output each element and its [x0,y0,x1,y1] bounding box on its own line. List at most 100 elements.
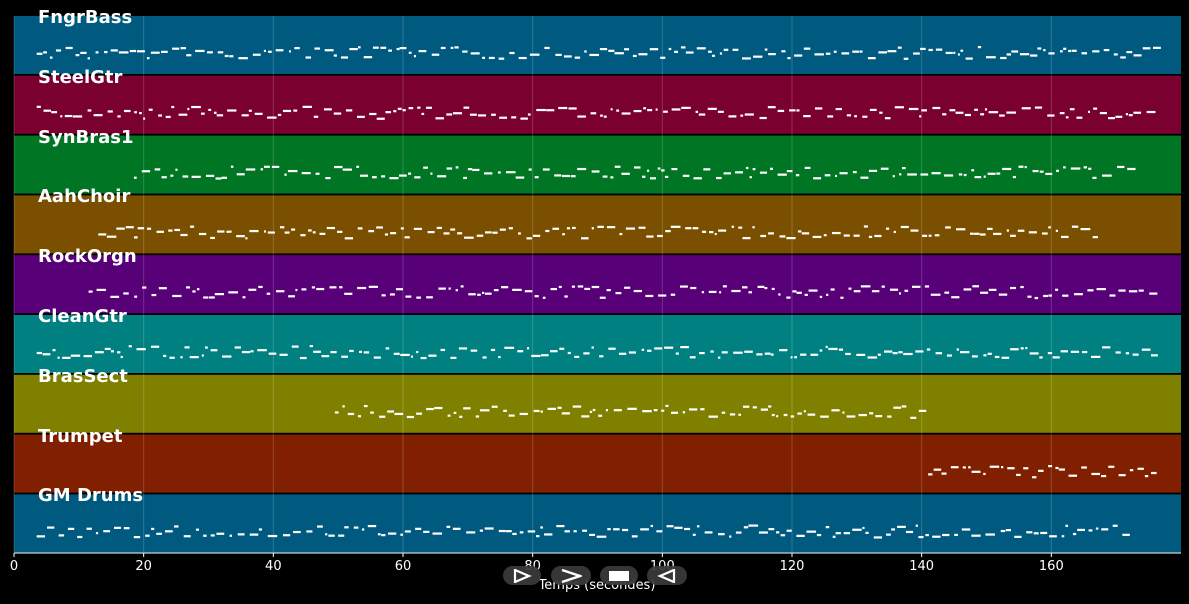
track-lane [14,16,1181,74]
note [1122,533,1130,536]
note [956,348,959,351]
rewind-button[interactable] [647,566,687,585]
note [459,415,463,418]
note [622,528,629,532]
note [795,174,800,177]
note [831,409,840,412]
note [951,296,960,299]
note [133,236,138,239]
note [1017,229,1025,232]
note [554,174,562,177]
note [168,229,173,232]
note [781,50,786,53]
note [1006,111,1016,114]
track-label: SynBras1 [38,126,134,148]
note [450,228,456,231]
note [833,50,837,53]
note [779,235,786,238]
note [180,233,188,237]
note [1048,52,1055,55]
play-icon [513,568,532,583]
note [241,350,251,354]
note [385,111,392,114]
note [358,350,363,353]
note [498,529,506,533]
note [910,229,919,232]
note [550,350,558,353]
play-button[interactable] [503,566,541,585]
note [1055,229,1058,232]
note [389,293,395,296]
note [172,47,180,50]
note [345,109,353,112]
note [1020,285,1024,289]
note [745,166,749,170]
note [1059,112,1065,115]
note [742,286,748,289]
note [732,48,739,51]
note [1005,529,1011,532]
stop-button[interactable] [600,566,638,585]
note [151,527,155,531]
note [582,529,588,532]
note [806,530,817,533]
note [136,348,146,351]
note [519,531,524,534]
note [557,406,562,409]
note [915,350,924,353]
note [170,174,174,177]
note [400,533,403,536]
note [520,117,528,120]
note [129,49,137,53]
note [968,466,971,469]
note [996,172,1001,175]
note [51,111,58,114]
note [867,356,878,359]
note [408,107,414,110]
note [462,50,468,53]
note [316,287,325,291]
note [485,231,492,234]
note [988,111,999,114]
note [1092,176,1097,179]
note [1068,474,1078,477]
note [163,354,167,358]
note [450,356,457,359]
note [573,530,577,533]
note [1069,108,1075,111]
note [275,49,284,52]
x-tick-label: 0 [9,559,19,574]
note [430,172,433,175]
note [881,285,885,288]
note [1021,107,1031,110]
note [1087,289,1094,292]
note [564,295,568,298]
note [1102,346,1111,349]
x-tick-label: 60 [394,559,412,574]
note [1020,347,1024,350]
note [518,232,521,235]
note [884,117,891,120]
note [624,286,631,289]
note [581,237,589,240]
note [43,51,47,54]
note [602,175,608,178]
note [887,415,892,418]
note [608,49,615,52]
note [277,113,282,117]
track-label: CleanGtr [38,306,127,327]
fast-forward-button[interactable] [551,566,591,585]
note [942,113,947,116]
note [427,231,435,234]
note [692,533,696,536]
note [681,106,691,109]
note [134,295,138,298]
note [438,287,446,290]
note [692,227,699,230]
note [541,354,549,357]
note [862,526,865,530]
note [971,169,975,172]
note [463,106,470,109]
note [356,165,360,168]
note [843,234,850,237]
